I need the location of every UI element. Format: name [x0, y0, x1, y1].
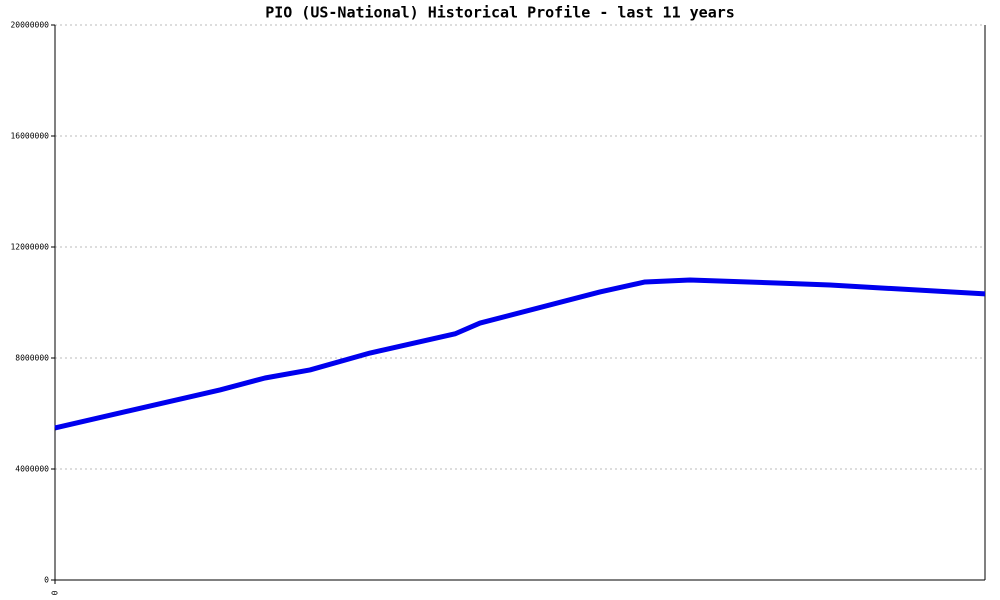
y-tick-label: 12000000 — [10, 243, 49, 252]
y-tick-label: 20000000 — [10, 21, 49, 30]
data-line — [54, 277, 986, 431]
x-tick-label: 0 — [51, 590, 60, 595]
y-tick-label: 8000000 — [15, 354, 49, 363]
chart-title: PIO (US-National) Historical Profile - l… — [265, 4, 735, 22]
y-tick-label: 0 — [44, 576, 49, 585]
y-tick-label: 4000000 — [15, 465, 49, 474]
y-tick-label: 16000000 — [10, 132, 49, 141]
